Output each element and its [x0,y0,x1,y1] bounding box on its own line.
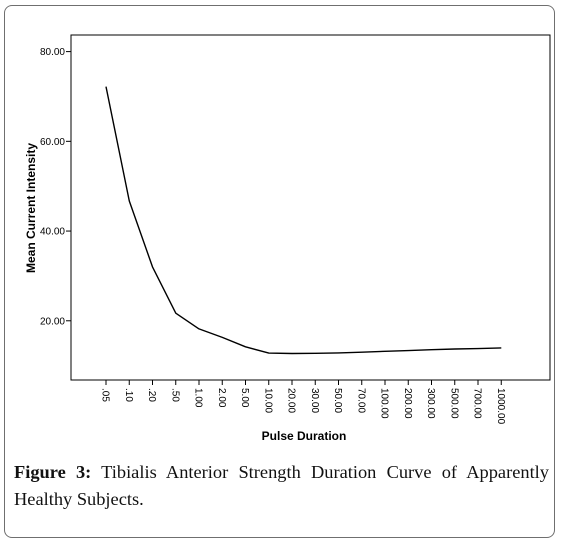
series-line [105,86,502,355]
y-axis: 20.00 40.00 60.00 80.00 [40,47,71,327]
plot-area [70,34,551,381]
caption-label: Figure 3: [14,462,92,482]
strength-duration-chart: 20.00 40.00 60.00 80.00 .05 .10 .20 .50 1.00 2.0… [24,34,551,443]
y-tick-label: 80.00 [40,47,65,58]
x-tick-label: 30.00 [309,388,320,413]
x-tick-label: .05 [100,388,111,402]
x-tick-label: .50 [169,388,180,402]
x-tick-label: 20.00 [286,388,297,413]
figure-caption: Figure 3: Tibialis Anterior Strength Dur… [14,459,549,513]
x-tick-label: 2.00 [216,388,227,408]
x-tick-label: 100.00 [379,388,390,419]
x-tick-label: .10 [123,388,134,402]
x-tick-label: 1000.00 [495,388,506,425]
x-tick-label: 300.00 [425,388,436,419]
x-tick-label: 1.00 [193,388,204,408]
x-tick-label: 5.00 [239,388,250,408]
y-tick-label: 40.00 [40,227,65,238]
y-tick-label: 60.00 [40,137,65,148]
x-tick-label: 200.00 [402,388,413,419]
caption-text: Tibialis Anterior Strength Duration Curv… [14,462,549,509]
x-tick-label: 500.00 [448,388,459,419]
x-tick-label: 50.00 [332,388,343,413]
x-tick-label: 70.00 [355,388,366,413]
x-axis-title: Pulse Duration [262,429,347,443]
x-tick-label: .20 [146,388,157,402]
y-axis-title: Mean Current Intensity [24,143,38,273]
x-tick-label: 10.00 [262,388,273,413]
y-tick-label: 20.00 [40,316,65,327]
x-tick-label: 700.00 [472,388,483,419]
x-axis: .05 .10 .20 .50 1.00 2.00 5.00 10.00 20.00 30.00 5… [100,380,506,425]
